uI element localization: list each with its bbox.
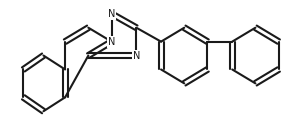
Text: N: N [108, 37, 115, 47]
Text: N: N [133, 50, 140, 60]
Text: N: N [108, 9, 115, 19]
